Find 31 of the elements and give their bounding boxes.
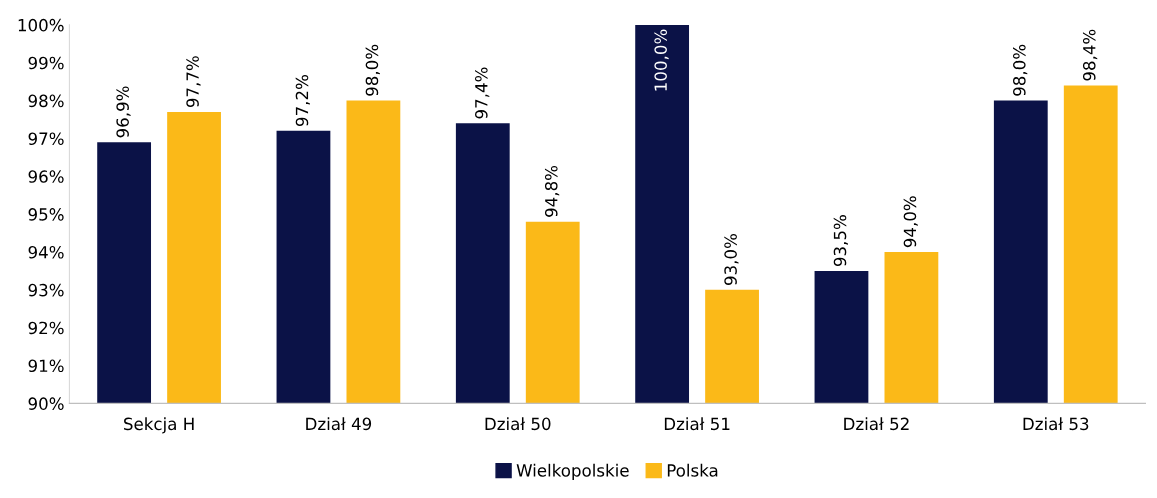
legend-label: Polska — [667, 463, 718, 477]
y-tick-label: 91% — [28, 359, 64, 373]
y-tick-label: 92% — [28, 321, 64, 335]
data-label: 93,5% — [833, 215, 848, 267]
x-tick-label: Dział 53 — [1023, 417, 1089, 431]
y-tick-label: 100% — [18, 18, 64, 32]
data-label: 94,8% — [544, 165, 560, 217]
y-tick-label: 93% — [28, 283, 64, 297]
y-tick-label: 94% — [28, 245, 64, 259]
data-label: 96,9% — [116, 86, 131, 138]
y-tick-label: 99% — [28, 56, 64, 70]
data-label: 93,0% — [724, 234, 739, 285]
data-label: 97,4% — [475, 67, 490, 119]
y-tick-label: 90% — [28, 397, 64, 410]
x-tick-label: Dział 51 — [664, 417, 730, 431]
x-tick-label: Dział 50 — [485, 417, 551, 431]
data-label: 98,0% — [365, 44, 380, 96]
y-tick-label: 95% — [28, 208, 64, 221]
data-label: 98,4% — [1082, 29, 1098, 81]
data-label: 97,2% — [295, 75, 310, 127]
data-label: 98,0% — [1013, 44, 1028, 96]
data-label: 100,0% — [654, 29, 669, 91]
y-tick-label: 97% — [28, 132, 64, 146]
y-tick-label: 98% — [28, 94, 64, 108]
x-tick-label: Dział 52 — [844, 417, 909, 431]
legend-label: Wielkopolskie — [516, 463, 629, 480]
data-label: 94,0% — [903, 196, 918, 248]
x-tick-label: Sekcja H — [124, 417, 194, 434]
y-tick-label: 96% — [28, 170, 64, 183]
x-tick-label: Dział 49 — [306, 417, 372, 431]
data-label: 97,7% — [186, 56, 201, 108]
